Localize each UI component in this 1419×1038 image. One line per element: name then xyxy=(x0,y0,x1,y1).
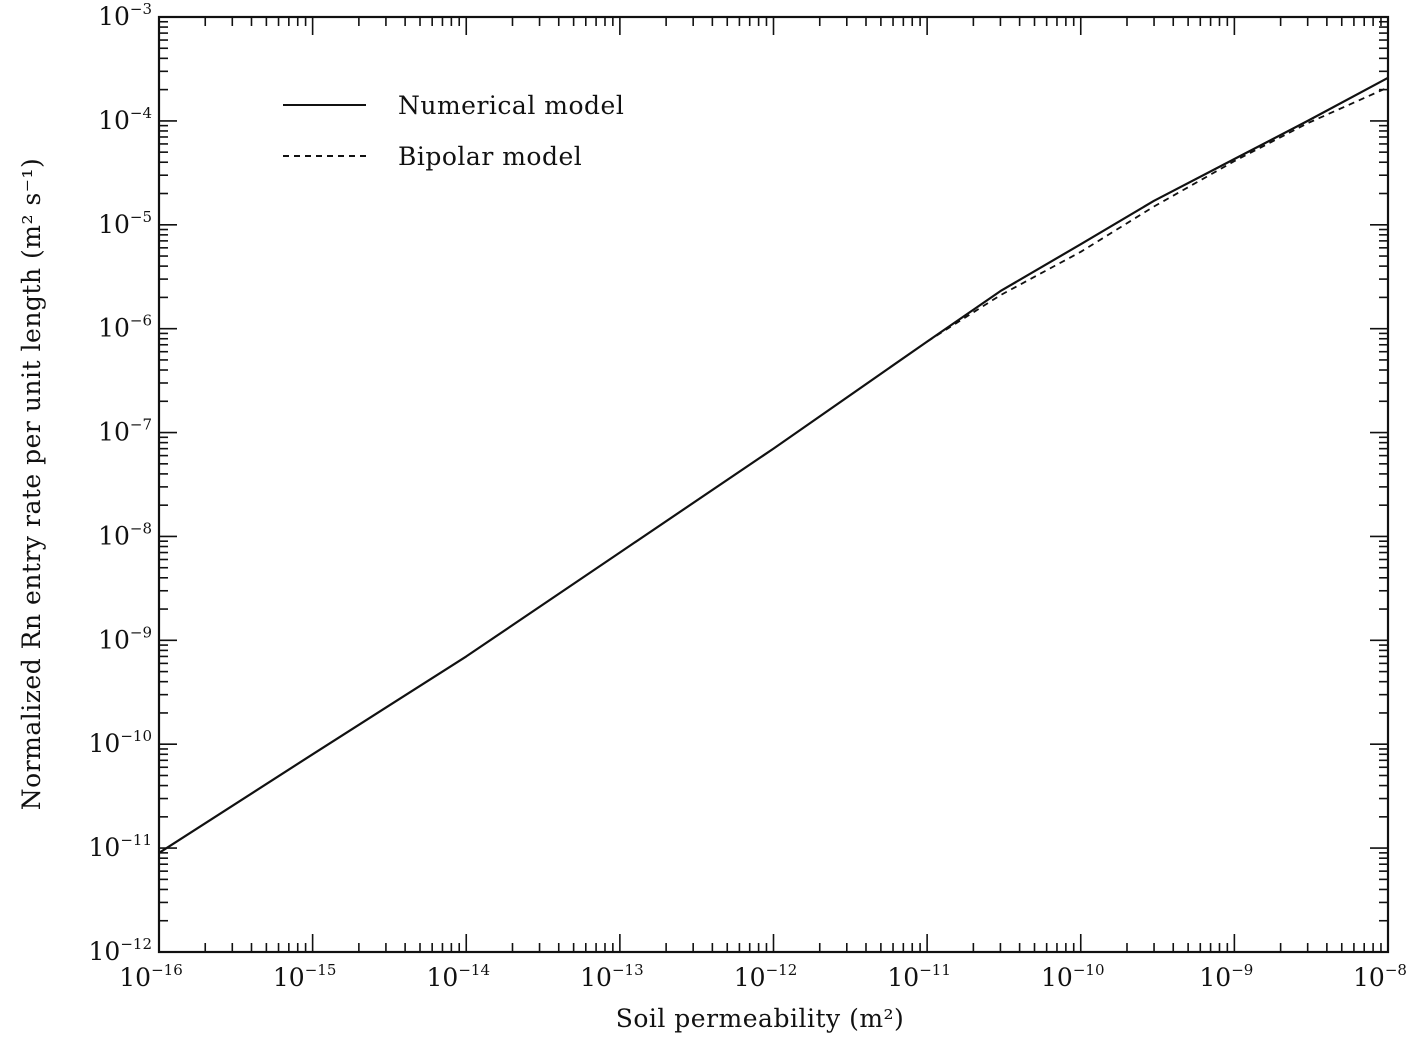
y-tick-label: 10−6 xyxy=(98,312,152,343)
x-axis-label: Soil permeability (m²) xyxy=(616,1004,905,1033)
y-tick-label: 10−5 xyxy=(98,208,152,239)
y-tick-label: 10−3 xyxy=(98,0,152,31)
y-tick-label: 10−4 xyxy=(98,104,152,135)
y-tick-label: 10−11 xyxy=(89,831,152,862)
x-tick-label: 10−10 xyxy=(1041,961,1104,992)
y-axis-label: Normalized Rn entry rate per unit length… xyxy=(17,158,46,810)
y-tick-label: 10−9 xyxy=(98,623,152,654)
series-line-0 xyxy=(158,76,1389,854)
series-layer xyxy=(158,76,1389,854)
x-tick-label: 10−14 xyxy=(427,961,490,992)
x-tick-label: 10−11 xyxy=(887,961,950,992)
y-tick-labels: 10−12 10−11 10−10 10−9 10−8 10−7 10−6 10−5 10−4 1… xyxy=(89,0,152,966)
x-tick-label: 10−15 xyxy=(273,961,336,992)
x-tick-label: 10−8 xyxy=(1353,961,1407,992)
plot-frame xyxy=(157,15,1390,954)
x-tick-labels: 10−16 10−15 10−14 10−13 10−12 10−11 10−10 10−9 1… xyxy=(119,961,1407,992)
y-tick-label: 10−8 xyxy=(98,519,152,550)
x-tick-label: 10−9 xyxy=(1199,961,1253,992)
y-tick-label: 10−12 xyxy=(89,935,152,966)
x-tick-label: 10−16 xyxy=(119,961,182,992)
y-tick-label: 10−7 xyxy=(98,416,152,447)
x-tick-label: 10−12 xyxy=(734,961,797,992)
legend: Numerical model Bipolar model xyxy=(283,91,624,171)
axis-ticks xyxy=(158,16,1389,953)
series-line-1 xyxy=(926,86,1389,343)
legend-label-numerical: Numerical model xyxy=(398,91,624,120)
legend-label-bipolar: Bipolar model xyxy=(398,142,582,171)
x-tick-label: 10−13 xyxy=(580,961,643,992)
y-tick-label: 10−10 xyxy=(89,727,152,758)
